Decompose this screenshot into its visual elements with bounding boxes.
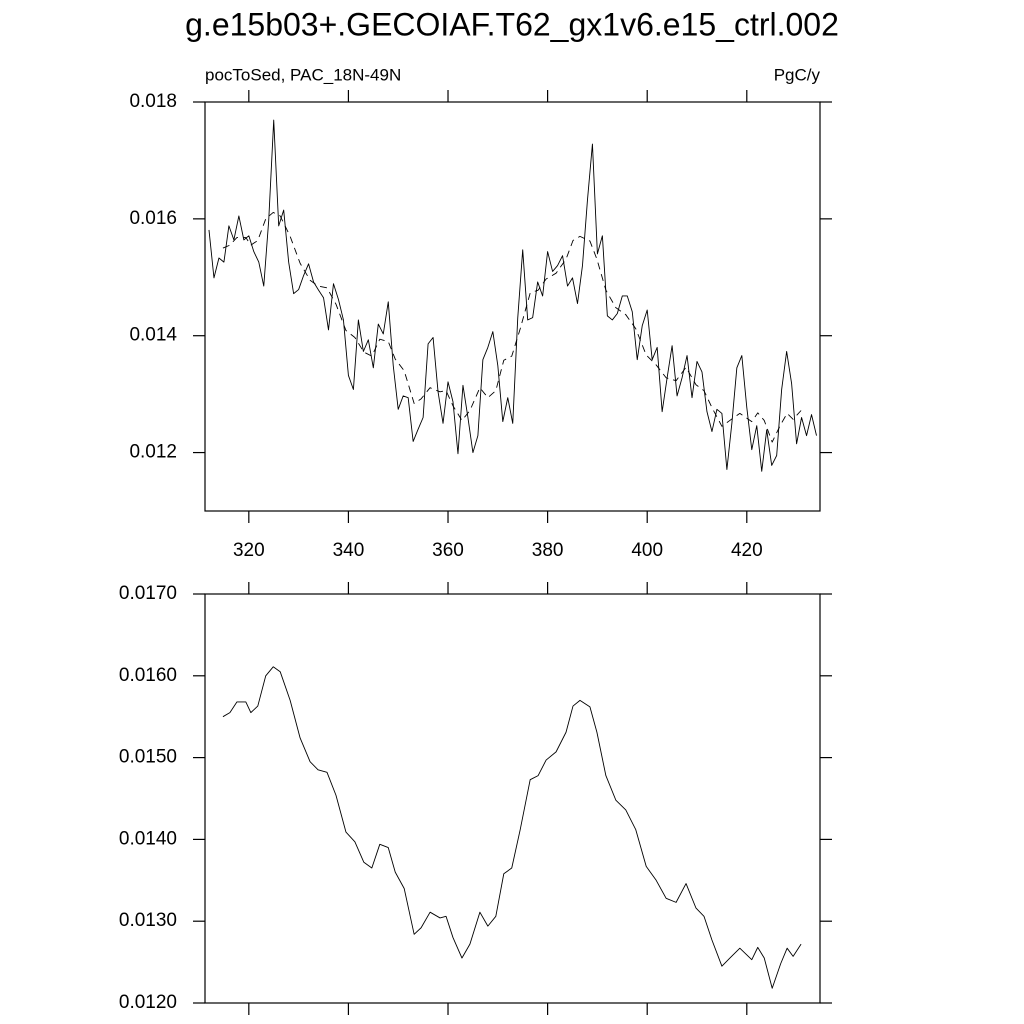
smoothed-line	[222, 211, 802, 443]
data-line	[222, 666, 802, 989]
y-tick-label: 0.0140	[119, 828, 177, 849]
y-tick-label: 0.0160	[119, 665, 177, 686]
y-tick-label: 0.012	[129, 442, 177, 463]
y-tick-label: 0.0120	[119, 992, 177, 1013]
y-tick-label: 0.0170	[119, 583, 177, 604]
x-tick-label: 360	[432, 540, 464, 561]
plot-frame	[204, 101, 821, 512]
x-tick-label: 420	[731, 540, 763, 561]
subtitle-left: pocToSed, PAC_18N-49N	[205, 65, 401, 84]
x-tick-label: 400	[631, 540, 663, 561]
y-tick-label: 0.018	[129, 91, 177, 112]
y-tick-label: 0.0150	[119, 747, 177, 768]
figure-title: g.e15b03+.GECOIAF.T62_gx1v6.e15_ctrl.002	[185, 6, 839, 42]
plot-frame	[204, 593, 821, 1004]
x-tick-label: 380	[532, 540, 564, 561]
x-tick-label: 320	[233, 540, 265, 561]
x-tick-label: 340	[333, 540, 365, 561]
data-line	[208, 119, 817, 472]
y-tick-label: 0.0130	[119, 910, 177, 931]
subtitle-right: PgC/y	[774, 65, 821, 84]
y-tick-label: 0.014	[129, 325, 177, 346]
y-tick-label: 0.016	[129, 208, 177, 229]
